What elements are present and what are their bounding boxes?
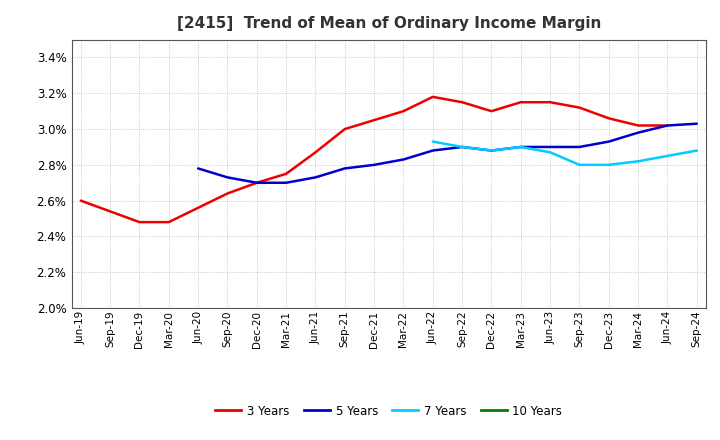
Title: [2415]  Trend of Mean of Ordinary Income Margin: [2415] Trend of Mean of Ordinary Income … bbox=[176, 16, 601, 32]
5 Years bbox=[282, 180, 290, 185]
3 Years bbox=[428, 94, 437, 99]
7 Years bbox=[487, 148, 496, 153]
3 Years bbox=[135, 220, 144, 225]
7 Years bbox=[663, 153, 672, 158]
7 Years bbox=[428, 139, 437, 144]
3 Years bbox=[458, 99, 467, 105]
7 Years bbox=[575, 162, 584, 168]
7 Years bbox=[458, 144, 467, 150]
5 Years bbox=[428, 148, 437, 153]
3 Years bbox=[605, 116, 613, 121]
7 Years bbox=[693, 148, 701, 153]
3 Years bbox=[516, 99, 525, 105]
Legend: 3 Years, 5 Years, 7 Years, 10 Years: 3 Years, 5 Years, 7 Years, 10 Years bbox=[210, 400, 567, 422]
7 Years bbox=[546, 150, 554, 155]
3 Years bbox=[341, 126, 349, 132]
5 Years bbox=[487, 148, 496, 153]
3 Years bbox=[546, 99, 554, 105]
3 Years bbox=[106, 209, 114, 214]
3 Years bbox=[194, 205, 202, 210]
7 Years bbox=[516, 144, 525, 150]
3 Years bbox=[282, 171, 290, 176]
3 Years bbox=[164, 220, 173, 225]
5 Years bbox=[223, 175, 232, 180]
5 Years bbox=[605, 139, 613, 144]
5 Years bbox=[194, 166, 202, 171]
5 Years bbox=[663, 123, 672, 128]
3 Years bbox=[634, 123, 642, 128]
5 Years bbox=[516, 144, 525, 150]
Line: 5 Years: 5 Years bbox=[198, 124, 697, 183]
5 Years bbox=[458, 144, 467, 150]
5 Years bbox=[575, 144, 584, 150]
5 Years bbox=[546, 144, 554, 150]
5 Years bbox=[399, 157, 408, 162]
5 Years bbox=[311, 175, 320, 180]
5 Years bbox=[253, 180, 261, 185]
5 Years bbox=[693, 121, 701, 126]
3 Years bbox=[223, 191, 232, 196]
Line: 7 Years: 7 Years bbox=[433, 142, 697, 165]
5 Years bbox=[341, 166, 349, 171]
5 Years bbox=[370, 162, 379, 168]
3 Years bbox=[575, 105, 584, 110]
3 Years bbox=[253, 180, 261, 185]
5 Years bbox=[634, 130, 642, 135]
3 Years bbox=[663, 123, 672, 128]
3 Years bbox=[76, 198, 85, 203]
7 Years bbox=[605, 162, 613, 168]
3 Years bbox=[487, 109, 496, 114]
3 Years bbox=[370, 117, 379, 123]
7 Years bbox=[634, 159, 642, 164]
3 Years bbox=[311, 150, 320, 155]
3 Years bbox=[399, 109, 408, 114]
Line: 3 Years: 3 Years bbox=[81, 97, 667, 222]
